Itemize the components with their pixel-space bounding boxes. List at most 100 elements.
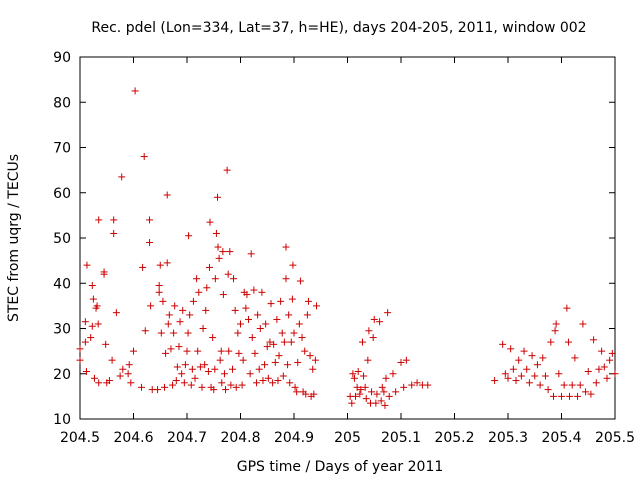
chart-title: Rec. pdel (Lon=334, Lat=37, h=HE), days … (91, 20, 586, 36)
data-point (165, 311, 173, 319)
data-point (611, 370, 619, 378)
data-point (170, 329, 178, 337)
data-point (362, 395, 370, 403)
data-point (361, 383, 369, 391)
data-point (424, 381, 432, 389)
data-point (227, 381, 235, 389)
data-point (517, 372, 525, 380)
data-point (309, 365, 317, 373)
data-point (373, 390, 381, 398)
data-point (191, 374, 199, 382)
data-point (408, 381, 416, 389)
data-point (179, 306, 187, 314)
data-point (301, 347, 309, 355)
data-point (108, 356, 116, 364)
data-point (312, 302, 320, 310)
data-point (501, 370, 509, 378)
data-point (138, 383, 146, 391)
data-point (259, 377, 267, 385)
data-point (220, 370, 228, 378)
data-point (280, 338, 288, 346)
data-point (282, 243, 290, 251)
data-point (302, 390, 310, 398)
data-point (185, 232, 193, 240)
data-point (352, 392, 360, 400)
data-point (282, 275, 290, 283)
data-point (147, 302, 155, 310)
data-point (228, 365, 236, 373)
data-point (199, 325, 207, 332)
data-point (224, 270, 232, 278)
data-point (285, 311, 293, 319)
data-point (296, 277, 304, 285)
data-point (311, 356, 319, 364)
data-point (576, 381, 584, 389)
data-point (278, 329, 286, 337)
data-point (234, 329, 242, 337)
data-point (290, 329, 298, 337)
data-point (568, 381, 576, 389)
data-point (284, 361, 292, 369)
data-point (118, 173, 126, 181)
y-tick-label: 80 (53, 95, 71, 111)
data-point (216, 356, 224, 364)
data-point (541, 372, 549, 380)
data-point (219, 248, 227, 256)
data-point (595, 365, 603, 373)
data-point (214, 243, 222, 251)
data-point (310, 390, 318, 398)
data-point (154, 386, 162, 394)
data-point (385, 392, 393, 400)
data-point (105, 377, 113, 385)
data-point (382, 374, 390, 382)
data-point (603, 374, 611, 382)
data-point (211, 365, 219, 373)
data-point (598, 347, 606, 355)
data-point (544, 386, 552, 394)
data-point (303, 311, 311, 319)
data-point (525, 379, 533, 387)
data-point (159, 297, 167, 305)
data-point (140, 153, 148, 161)
data-point (81, 338, 89, 346)
y-tick-label: 60 (53, 186, 71, 202)
data-point (164, 320, 172, 328)
data-point (231, 306, 239, 314)
data-point (549, 392, 557, 400)
x-axis-ticks: 204.5 204.6 204.7 204.8 204.9 205 205.1 205.2 20… (60, 57, 635, 446)
data-point (196, 363, 204, 371)
data-point (370, 315, 378, 323)
data-point (402, 356, 410, 364)
data-point (558, 392, 565, 400)
data-point (254, 311, 262, 319)
data-point (211, 275, 219, 283)
y-tick-label: 90 (53, 50, 71, 66)
data-point (499, 340, 507, 348)
y-tick-label: 40 (53, 276, 71, 292)
data-point (539, 354, 547, 362)
data-point (349, 370, 357, 378)
data-point (247, 250, 255, 258)
data-point (579, 320, 587, 328)
data-point (491, 377, 499, 385)
data-point (251, 349, 259, 357)
data-point (246, 370, 254, 378)
data-point (263, 343, 271, 351)
data-point (608, 349, 616, 357)
data-point (181, 361, 189, 369)
data-point (237, 320, 244, 328)
data-point (512, 377, 520, 385)
data-point (551, 327, 559, 335)
data-point (193, 275, 201, 283)
data-point (279, 372, 287, 380)
data-point (368, 388, 376, 396)
data-point (187, 381, 195, 389)
data-point (88, 322, 96, 330)
data-point (520, 347, 528, 355)
data-point (560, 381, 568, 389)
data-point (169, 381, 177, 389)
data-point (563, 304, 571, 312)
data-point (291, 383, 299, 391)
data-point (95, 379, 103, 387)
